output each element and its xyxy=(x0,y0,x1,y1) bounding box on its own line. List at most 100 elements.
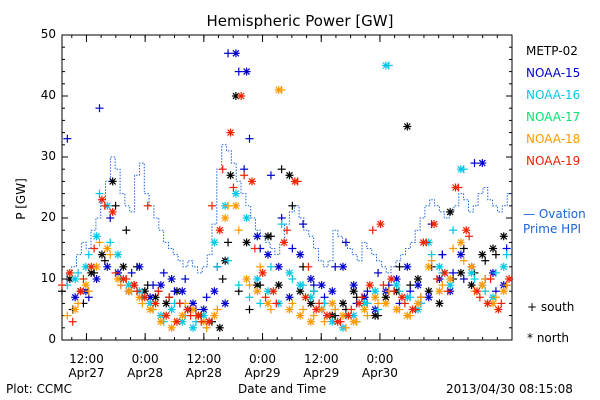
noaa-18-north-point xyxy=(467,262,476,271)
footer-timestamp: 2013/04/30 08:15:08 xyxy=(446,382,573,396)
noaa-19-south-point xyxy=(475,293,484,302)
noaa-19-south-point xyxy=(272,299,281,308)
noaa-19-north-point xyxy=(194,311,203,320)
noaa-15-south-point xyxy=(181,275,190,283)
noaa-16-north-point xyxy=(167,305,176,314)
metp-02-south-point xyxy=(481,256,490,265)
noaa-18-south-point xyxy=(363,311,372,320)
noaa-19-north-point xyxy=(162,311,171,320)
noaa-16-north-point xyxy=(210,238,219,247)
noaa-19-north-point xyxy=(355,299,364,308)
noaa-19-south-point xyxy=(90,244,99,253)
x-tick-time: 12:00 xyxy=(303,352,339,366)
noaa-19-south-point xyxy=(400,299,409,308)
noaa-18-north-point xyxy=(167,323,176,332)
noaa-19-south-point xyxy=(133,287,141,296)
noaa-18-north-point xyxy=(231,201,240,210)
noaa-16-south-point xyxy=(74,268,83,277)
noaa-19-north-point xyxy=(247,177,256,186)
noaa-18-south-point xyxy=(427,256,436,265)
legend-north-symbol: * north xyxy=(527,331,570,345)
metp-02-south-point xyxy=(224,238,233,247)
noaa-15-north-point xyxy=(274,262,283,271)
noaa-15-south-point xyxy=(149,281,158,290)
noaa-15-south-point xyxy=(127,268,136,277)
noaa-19-south-point xyxy=(486,275,495,283)
noaa-18-south-point xyxy=(299,305,308,314)
noaa-16-north-point xyxy=(392,281,401,290)
noaa-16-south-point xyxy=(266,262,275,271)
noaa-16-south-point xyxy=(449,226,458,235)
metp-02-north-point xyxy=(108,177,117,186)
noaa-15-north-point xyxy=(424,293,433,302)
noaa-16-south-point xyxy=(491,268,500,277)
noaa-16-south-point xyxy=(288,275,297,283)
noaa-19-south-point xyxy=(250,244,259,253)
noaa-18-north-point xyxy=(414,299,423,308)
metp-02-south-point xyxy=(111,201,120,210)
noaa-16-south-point xyxy=(481,287,490,296)
noaa-15-south-point xyxy=(266,171,275,180)
noaa-18-south-point xyxy=(256,262,265,271)
legend-ovation-prime: — Ovation Prime HPI xyxy=(523,207,586,236)
noaa-18-south-point xyxy=(95,238,104,247)
metp-02-south-point xyxy=(491,250,500,259)
noaa-15-south-point xyxy=(331,262,340,271)
noaa-19-north-point xyxy=(269,287,278,296)
noaa-19-north-point xyxy=(151,299,160,308)
noaa-19-south-point xyxy=(58,281,66,290)
noaa-19-north-point xyxy=(472,287,481,296)
noaa-16-north-point xyxy=(328,317,337,326)
noaa-15-north-point xyxy=(199,305,208,314)
footer-plot-credit: Plot: CCMC xyxy=(6,382,72,396)
metp-02-north-point xyxy=(296,287,305,296)
noaa-19-north-point xyxy=(290,177,299,186)
noaa-15-north-point xyxy=(92,275,101,283)
noaa-19-south-point xyxy=(283,226,291,235)
noaa-18-north-point xyxy=(328,299,337,308)
noaa-18-north-point xyxy=(435,287,444,296)
noaa-18-north-point xyxy=(349,317,358,326)
x-tick-time: 12:00 xyxy=(69,352,104,366)
noaa-16-south-point xyxy=(106,238,115,247)
noaa-18-north-point xyxy=(360,305,369,314)
noaa-19-south-point xyxy=(358,293,366,302)
noaa-19-north-point xyxy=(483,299,492,308)
noaa-15-south-point xyxy=(245,134,254,143)
noaa-18-north-point xyxy=(253,287,262,296)
metp-02-south-point xyxy=(218,275,227,283)
metp-02-north-point xyxy=(87,268,96,277)
metp-02-north-point xyxy=(456,268,465,277)
legend-south-symbol: + south xyxy=(527,300,575,314)
noaa-15-south-point xyxy=(202,293,211,302)
noaa-16-north-point xyxy=(189,323,198,332)
noaa-16-south-point xyxy=(502,250,511,259)
y-tick-label: 30 xyxy=(40,149,56,163)
noaa-16-north-point xyxy=(114,250,123,259)
noaa-18-south-point xyxy=(331,305,340,314)
metp-02-north-point xyxy=(119,262,128,271)
metp-02-north-point xyxy=(467,281,476,290)
noaa-18-north-point xyxy=(264,299,273,308)
noaa-19-south-point xyxy=(111,268,120,277)
noaa-15-north-point xyxy=(478,159,487,168)
noaa-16-south-point xyxy=(277,220,286,229)
noaa-19-north-point xyxy=(108,207,117,216)
metp-02-south-point xyxy=(459,244,468,253)
noaa-19-north-point xyxy=(65,268,74,277)
noaa-16-north-point xyxy=(296,281,305,290)
x-tick-date: Apr28 xyxy=(185,366,222,380)
noaa-18-north-point xyxy=(381,299,390,308)
noaa-19-south-point xyxy=(100,201,109,210)
noaa-16-north-point xyxy=(231,189,240,198)
noaa-19-north-point xyxy=(119,275,128,283)
noaa-18-north-point xyxy=(242,275,251,283)
x-axis-label: Date and Time xyxy=(238,382,327,396)
noaa-19-north-point xyxy=(172,317,181,326)
metp-02-north-point xyxy=(371,311,380,320)
noaa-18-north-point xyxy=(499,287,508,296)
metp-02-north-point xyxy=(226,171,235,180)
noaa-18-north-point xyxy=(178,311,187,320)
noaa-15-north-point xyxy=(167,275,176,283)
